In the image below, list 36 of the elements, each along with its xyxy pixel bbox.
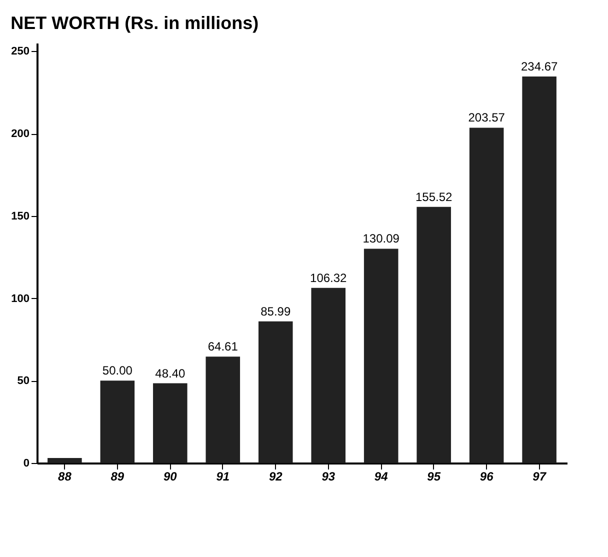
data-label: 130.09 (362, 232, 400, 246)
x-tick-label: 93 (322, 470, 336, 484)
bar (469, 128, 504, 463)
bar (100, 380, 135, 463)
x-tick-label: 97 (532, 470, 548, 484)
data-label: 64.61 (208, 340, 238, 354)
y-tick-label: 0 (23, 458, 30, 470)
y-tick-label: 200 (11, 128, 30, 140)
x-tick-label: 90 (163, 470, 178, 484)
x-tick-label: 96 (480, 470, 494, 484)
bar (206, 356, 240, 463)
x-tick-label: 88 (58, 470, 72, 484)
data-label: 203.57 (468, 110, 506, 125)
y-tick-label: 100 (11, 292, 30, 305)
x-tick-label: 92 (268, 470, 283, 484)
y-tick-label: 150 (11, 210, 30, 222)
bar (364, 248, 398, 463)
bar (522, 76, 556, 463)
x-tick-label: 94 (374, 470, 388, 484)
bar (258, 321, 293, 463)
data-label: 50.00 (102, 364, 133, 378)
data-label: 48.40 (155, 366, 186, 380)
data-label: 106.32 (310, 270, 348, 285)
x-tick-label: 95 (427, 470, 441, 484)
x-tick-label: 89 (110, 470, 124, 484)
x-tick-label: 91 (216, 470, 230, 484)
bar (48, 458, 82, 463)
bar (416, 206, 451, 463)
y-tick-label: 250 (11, 46, 30, 58)
chart-title: NET WORTH (Rs. in millions) (10, 13, 259, 33)
y-tick-label: 50 (17, 375, 30, 388)
data-label: 234.67 (520, 59, 558, 74)
data-label: 155.52 (415, 190, 453, 204)
bar (153, 383, 188, 463)
data-label: 85.99 (260, 304, 291, 318)
bar (311, 288, 346, 463)
